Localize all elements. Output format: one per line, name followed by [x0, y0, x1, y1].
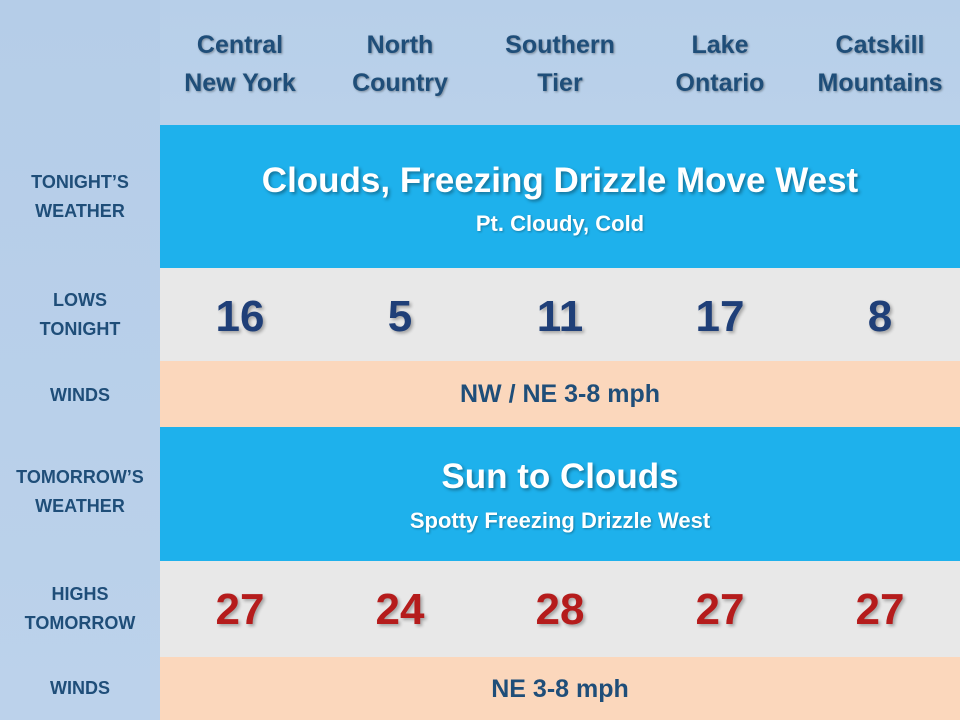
column-header-central-new-york: Central New York — [184, 31, 296, 97]
high-temp-southern-tier: 28 — [535, 585, 585, 634]
row-label-column — [0, 0, 160, 720]
tomorrows-weather-subtitle: Spotty Freezing Drizzle West — [409, 508, 711, 533]
row-label-tomorrows-weather: TOMORROW’S WEATHER — [16, 467, 144, 516]
row-label-lows-tonight: LOWS TONIGHT — [39, 290, 121, 339]
tomorrows-weather-title: Sun to Clouds — [441, 457, 679, 496]
winds-tonight-value: NW / NE 3-8 mph — [459, 380, 660, 408]
low-temp-southern-tier: 11 — [536, 292, 584, 341]
row-label-winds-tonight: WINDS — [50, 385, 110, 405]
winds-tomorrow-band: NE 3-8 mph — [160, 657, 960, 720]
row-label-tonights-weather: TONIGHT’S WEATHER — [31, 172, 129, 221]
low-temp-north-country: 5 — [387, 292, 413, 341]
tonights-weather-title: Clouds, Freezing Drizzle Move West — [261, 161, 859, 200]
highs-tomorrow-band: 27 24 28 27 27 — [160, 561, 960, 657]
row-label-highs-tomorrow: HIGHS TOMORROW — [24, 584, 136, 633]
high-temp-catskill-mountains: 27 — [855, 585, 905, 634]
lows-tonight-band: 16 5 11 17 8 — [160, 268, 960, 361]
low-temp-catskill-mountains: 8 — [867, 292, 893, 341]
low-temp-lake-ontario: 17 — [695, 292, 745, 341]
low-temp-central-new-york: 16 — [215, 292, 265, 341]
tonights-weather-subtitle: Pt. Cloudy, Cold — [475, 211, 645, 236]
tomorrows-weather-band: Sun to Clouds Spotty Freezing Drizzle We… — [160, 427, 960, 561]
row-label-winds-tomorrow: WINDS — [50, 678, 110, 698]
high-temp-north-country: 24 — [375, 585, 425, 634]
high-temp-lake-ontario: 27 — [695, 585, 745, 634]
tonights-weather-band: Clouds, Freezing Drizzle Move West Pt. C… — [160, 125, 960, 268]
column-header-north-country: North Country — [352, 31, 448, 97]
winds-tomorrow-value: NE 3-8 mph — [491, 675, 629, 703]
high-temp-central-new-york: 27 — [215, 585, 265, 634]
winds-tonight-band: NW / NE 3-8 mph — [160, 361, 960, 427]
column-header-lake-ontario: Lake Ontario — [675, 31, 765, 97]
column-header-southern-tier: Southern Tier — [505, 31, 615, 97]
column-header-catskill-mountains: Catskill Mountains — [817, 31, 943, 97]
